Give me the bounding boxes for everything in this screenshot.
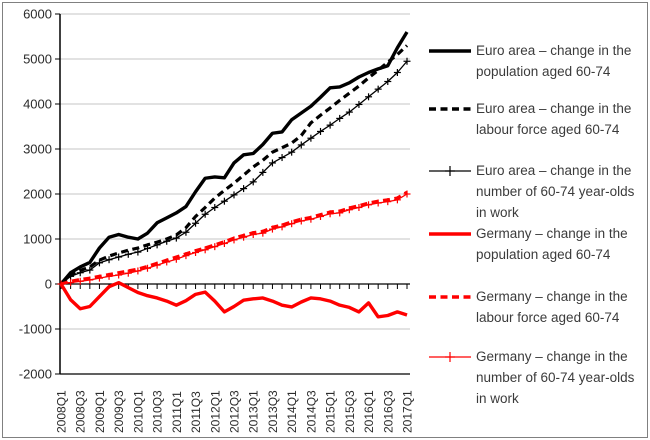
legend-label: Euro area – change in the population age… [476,43,632,79]
legend-item-germany-population: Germany – change in the population aged … [428,223,646,265]
x-tick-label: 2009Q1 [93,390,107,433]
x-tick-label: 2008Q1 [55,390,69,433]
x-tick-label: 2011Q1 [170,391,184,433]
legend-label: Germany – change in the number of 60-74 … [476,349,635,406]
x-tick-label: 2014Q1 [285,390,299,433]
y-tick-label: 3000 [23,142,52,157]
x-tick-label: 2010Q3 [151,390,165,433]
y-tick-label: 5000 [23,52,52,67]
series-line-2 [60,60,408,285]
legend-line-sample-plus-marker [429,352,471,362]
legend-item-euro-in-work: Euro area – change in the number of 60-7… [428,160,646,223]
x-tick-label: 2013Q1 [247,390,261,433]
legend-item-germany-in-work: Germany – change in the number of 60-74 … [428,346,646,409]
x-tick-label: 2012Q1 [208,390,222,433]
legend-item-germany-labour-force: Germany – change in the labour force age… [428,286,646,328]
x-tick-label: 2016Q3 [381,390,395,433]
y-tick-label: -2000 [19,367,52,382]
legend-label: Euro area – change in the number of 60-7… [476,163,635,220]
series-line-4 [60,190,408,286]
x-tick-label: 2012Q3 [228,390,242,433]
legend-label: Germany – change in the labour force age… [476,289,628,325]
x-tick-label: 2008Q3 [74,390,88,433]
series-line-3 [59,280,408,319]
legend-line-sample-plus-marker [429,166,471,176]
chart-legend: Euro area – change in the population age… [428,0,644,440]
legend-line-sample-solid-thick [429,232,471,236]
x-tick-label: 2011Q3 [189,391,203,433]
legend-label: Germany – change in the population aged … [476,226,628,262]
x-tick-label: 2014Q3 [304,390,318,433]
series-line-0 [59,31,409,286]
y-tick-label: -1000 [19,322,52,337]
legend-line-sample-solid-thick [429,49,471,53]
y-tick-label: 4000 [23,97,52,112]
x-tick-label: 2013Q3 [266,390,280,433]
y-tick-label: 2000 [23,187,52,202]
legend-item-euro-population: Euro area – change in the population age… [428,40,646,82]
y-tick-label: 6000 [23,7,52,22]
y-tick-label: 0 [45,277,52,292]
legend-label: Euro area – change in the labour force a… [476,101,632,137]
y-tick-label: 1000 [23,232,52,247]
x-tick-label: 2016Q1 [362,390,376,433]
series-line-1 [59,44,409,286]
legend-line-sample-dashed [429,295,471,299]
x-tick-label: 2009Q3 [112,390,126,433]
x-tick-label: 2010Q1 [131,390,145,433]
x-tick-label: 2015Q1 [324,390,338,433]
legend-line-sample-dashed [429,107,471,111]
x-tick-label: 2017Q1 [401,390,415,433]
x-tick-label: 2015Q3 [343,390,357,433]
legend-item-euro-labour-force: Euro area – change in the labour force a… [428,98,646,140]
